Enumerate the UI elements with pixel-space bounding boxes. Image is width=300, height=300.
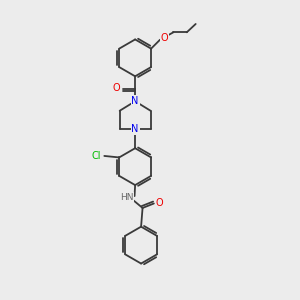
- Text: HN: HN: [120, 193, 134, 202]
- Text: Cl: Cl: [92, 151, 101, 161]
- Text: N: N: [131, 124, 139, 134]
- Text: O: O: [113, 83, 121, 93]
- Text: O: O: [161, 33, 168, 43]
- Text: O: O: [156, 198, 164, 208]
- Text: N: N: [131, 96, 139, 106]
